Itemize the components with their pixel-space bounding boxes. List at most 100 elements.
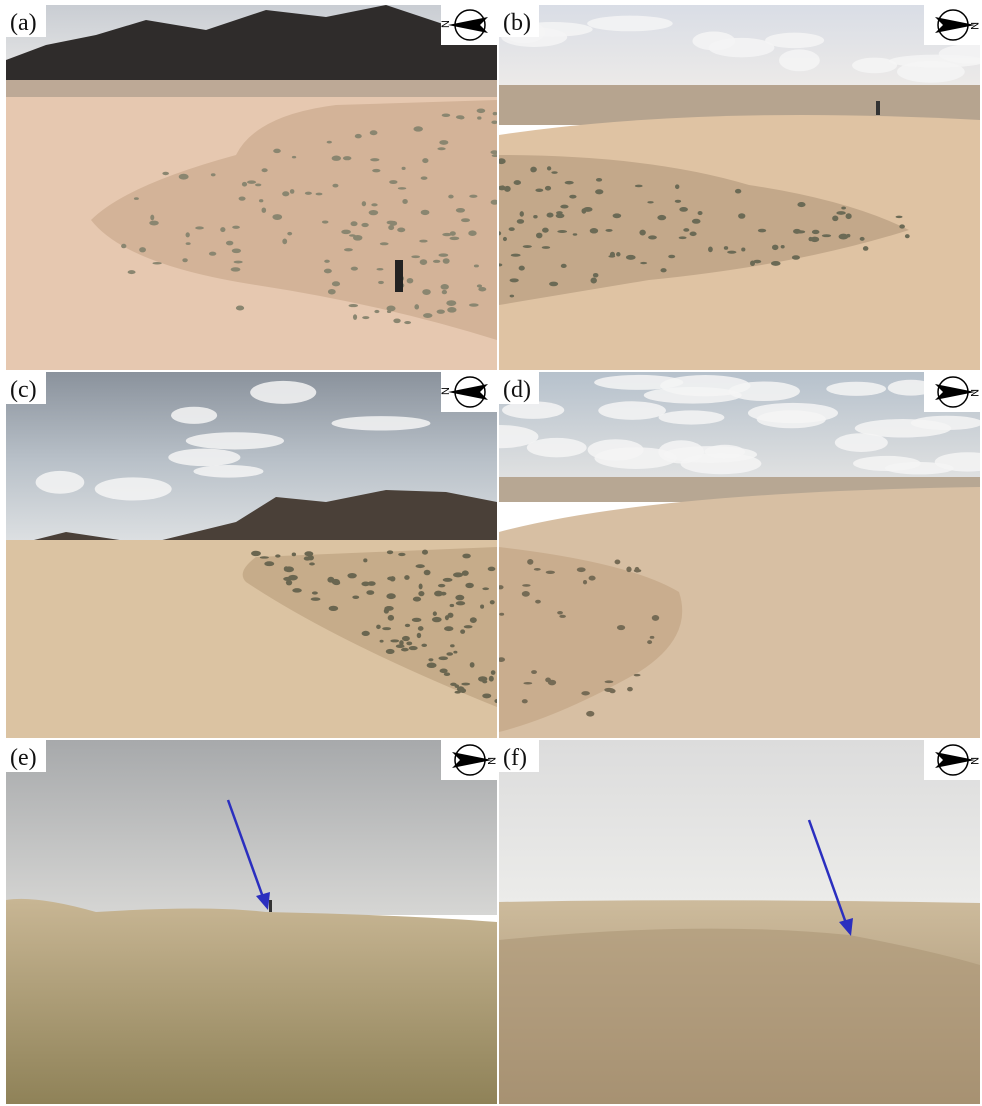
- shrub: [186, 242, 191, 245]
- ridge: [499, 929, 980, 1104]
- shrub: [771, 261, 781, 266]
- shrub: [470, 662, 475, 668]
- shrub: [478, 676, 487, 682]
- shrub: [440, 669, 448, 674]
- shrub: [542, 246, 550, 249]
- shrub: [324, 269, 332, 274]
- shrub: [530, 167, 537, 173]
- shrub: [635, 567, 640, 573]
- shrub: [522, 584, 530, 587]
- cloud: [708, 38, 774, 57]
- shrub: [489, 676, 494, 682]
- shrub: [494, 699, 499, 703]
- shrub: [692, 219, 701, 224]
- shrub: [735, 189, 741, 194]
- shrub: [438, 656, 448, 660]
- shrub: [639, 230, 646, 236]
- shrub: [374, 310, 379, 313]
- person: [269, 900, 272, 912]
- shrub: [398, 187, 407, 189]
- shrub: [724, 246, 728, 250]
- shrub: [447, 307, 456, 313]
- shrub: [390, 576, 396, 581]
- shrub: [551, 171, 557, 174]
- shrub: [292, 156, 296, 159]
- shrub: [382, 627, 391, 630]
- shrub: [344, 248, 353, 251]
- shrub: [442, 113, 451, 117]
- shrub: [273, 149, 281, 153]
- cloud: [171, 407, 217, 424]
- shrub: [453, 572, 463, 577]
- shrub: [640, 262, 647, 264]
- sky: [499, 740, 980, 905]
- shrub: [209, 252, 216, 256]
- cloud: [826, 382, 886, 396]
- shrub: [351, 267, 358, 271]
- shrub: [465, 583, 474, 588]
- shrub: [545, 678, 551, 683]
- shrub: [424, 570, 431, 576]
- shrub: [896, 216, 903, 219]
- shrub: [387, 550, 393, 554]
- shrub: [797, 202, 805, 207]
- shrub: [292, 552, 296, 556]
- shrub: [536, 233, 542, 239]
- shrub: [627, 687, 633, 692]
- shrub: [846, 213, 852, 219]
- cloud: [660, 375, 750, 396]
- shrub: [343, 156, 351, 160]
- shrub: [434, 591, 443, 597]
- shrub: [456, 208, 465, 213]
- shrub: [288, 575, 298, 581]
- shrub: [448, 195, 453, 199]
- shrub: [753, 260, 761, 264]
- shrub: [556, 213, 565, 218]
- shrub: [239, 197, 246, 201]
- shrub: [488, 567, 496, 571]
- shrub: [428, 658, 433, 661]
- shrub: [444, 626, 453, 631]
- shrub: [352, 595, 359, 598]
- shrub: [128, 270, 136, 274]
- shrub: [547, 166, 551, 170]
- shrub: [626, 255, 636, 260]
- shrub: [477, 284, 482, 287]
- shrub: [450, 644, 455, 647]
- compass-north: N: [440, 20, 452, 28]
- shrub: [417, 633, 421, 638]
- shrub: [418, 591, 424, 596]
- shrub: [522, 591, 530, 597]
- shrub: [456, 601, 465, 605]
- shrub: [262, 208, 267, 213]
- shrub: [179, 174, 189, 180]
- shrub: [490, 150, 498, 154]
- shrub: [401, 648, 409, 652]
- compass-north: N: [485, 757, 497, 765]
- shrub: [509, 227, 515, 231]
- shrub: [455, 595, 464, 601]
- cloud: [527, 438, 587, 457]
- shrub: [305, 192, 312, 195]
- shrub: [523, 245, 532, 248]
- person: [876, 101, 880, 115]
- shrub: [523, 682, 532, 684]
- cloud: [598, 401, 666, 420]
- shrub: [590, 228, 598, 234]
- shrub: [832, 215, 838, 221]
- shrub: [446, 300, 456, 306]
- shrub: [255, 183, 261, 186]
- shrub: [355, 134, 362, 138]
- shrub: [388, 615, 394, 621]
- shrub: [812, 230, 820, 234]
- shrub: [404, 575, 409, 580]
- shrub: [422, 289, 431, 295]
- shrub: [573, 233, 578, 235]
- shrub: [195, 226, 204, 229]
- shrub: [251, 551, 261, 556]
- shrub: [386, 593, 395, 599]
- shrub: [635, 185, 643, 188]
- shrub: [652, 615, 659, 621]
- shrub: [604, 688, 614, 692]
- panel-label: (c): [10, 377, 37, 403]
